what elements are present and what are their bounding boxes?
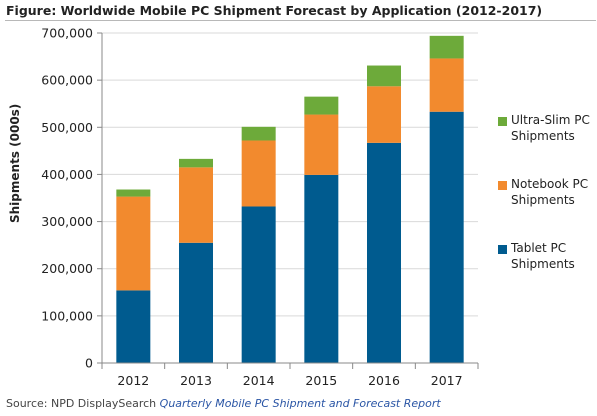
bar-segment: [367, 142, 401, 363]
y-tick-label: 300,000: [41, 214, 93, 229]
legend-label-notebook: Notebook PC Shipments: [511, 177, 589, 207]
y-tick-label: 0: [85, 356, 93, 371]
x-tick-label: 2017: [431, 373, 463, 388]
y-tick-label: 400,000: [41, 167, 93, 182]
legend-label-ultraslim: Ultra-Slim PC Shipments: [511, 113, 590, 143]
bar-segment: [367, 86, 401, 143]
bar-segment: [179, 242, 213, 363]
bar-segment: [429, 35, 464, 59]
bars: [116, 35, 464, 363]
bar-segment: [304, 96, 339, 115]
legend-label-tablet: Tablet PC Shipments: [511, 241, 575, 271]
bar-segment: [304, 174, 339, 363]
bar-segment: [241, 206, 276, 363]
legend-swatch-ultraslim: [498, 117, 507, 126]
gridlines: [97, 32, 478, 364]
y-tick-label: 600,000: [41, 73, 93, 88]
x-tick-label: 2015: [305, 373, 337, 388]
legend-swatch-notebook: [498, 181, 507, 190]
bar-segment: [241, 140, 276, 207]
source-note: Source: NPD DisplaySearch Quarterly Mobi…: [6, 397, 441, 410]
bar-segment: [116, 189, 151, 197]
y-tick-label: 200,000: [41, 261, 93, 276]
bar-segment: [179, 167, 213, 243]
legend-swatch-tablet: [498, 245, 507, 254]
x-tick-label: 2014: [243, 373, 275, 388]
bar-segment: [179, 158, 213, 168]
bar-segment: [429, 58, 464, 112]
x-tick-labels: 2012 2013 2014 2015 2016 2017: [117, 373, 462, 388]
bar-segment: [304, 114, 339, 175]
axes: [101, 33, 479, 369]
source-report-link[interactable]: Quarterly Mobile PC Shipment and Forecas…: [159, 397, 441, 410]
y-tick-label: 100,000: [41, 308, 93, 323]
source-prefix: Source: NPD DisplaySearch: [6, 397, 157, 410]
figure-title: Figure: Worldwide Mobile PC Shipment For…: [6, 3, 543, 18]
x-tick-label: 2016: [368, 373, 400, 388]
x-tick-label: 2013: [180, 373, 212, 388]
bar-segment: [116, 196, 151, 291]
y-tick-label: 500,000: [41, 120, 93, 135]
title-divider: [5, 20, 596, 21]
bar-segment: [241, 126, 276, 141]
y-tick-label: 700,000: [41, 26, 93, 41]
x-tick-label: 2012: [117, 373, 149, 388]
bar-segment: [429, 111, 464, 363]
bar-segment: [367, 65, 401, 87]
y-tick-labels: 0 100,000 200,000 300,000 400,000 500,000 600,…: [41, 26, 93, 371]
bar-segment: [116, 290, 151, 363]
y-axis-title: Shipments (000s): [8, 103, 22, 223]
